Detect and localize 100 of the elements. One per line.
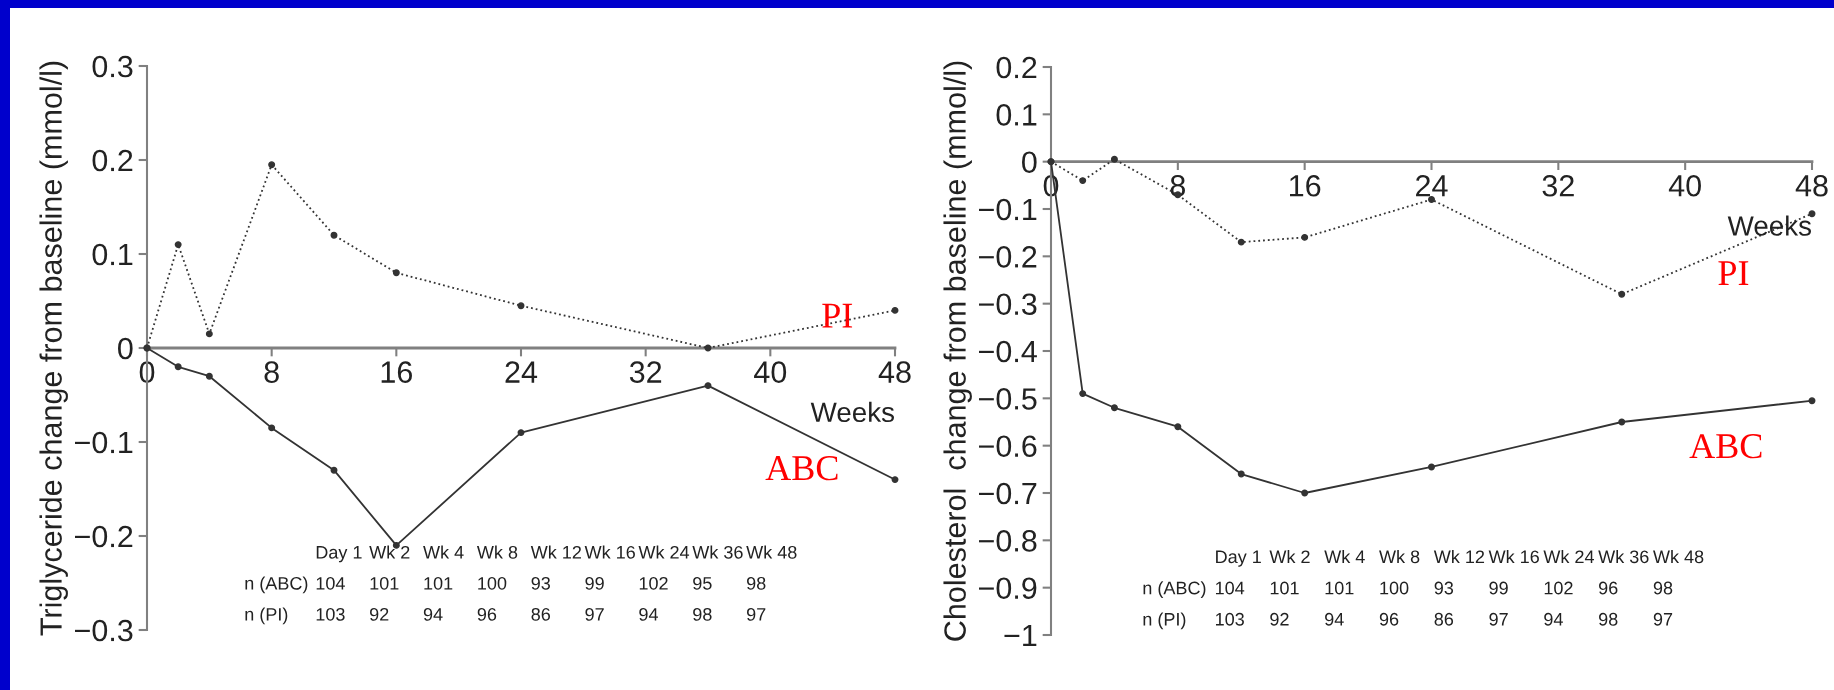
y-axis-title: Triglyceride change from baseline (mmol/l) (39, 61, 68, 636)
annotation: 101 (370, 576, 399, 590)
point (891, 306, 899, 314)
x-axis-title: Weeks (810, 401, 894, 423)
annotation: 99 (585, 576, 604, 590)
annotation: Wk 16 (1488, 549, 1539, 564)
point (174, 363, 182, 371)
annotation: Wk 24 (638, 545, 690, 559)
annotation: n (PI) (1143, 612, 1186, 630)
annotation: 104 (1215, 581, 1245, 595)
annotation: 99 (1489, 581, 1508, 595)
annotation: Wk 36 (1598, 549, 1649, 564)
point (392, 269, 400, 277)
point (517, 302, 525, 310)
y-axis-title: Cholesterol change from baseline (mmol/l) (943, 61, 972, 641)
series-label: ABC (1689, 434, 1762, 459)
x-tick-label: 48 (1795, 174, 1828, 197)
y-tick-label: −0.6 (979, 435, 1037, 458)
y-tick-label: 0.2 (92, 149, 133, 172)
annotation: Wk 12 (1433, 549, 1485, 563)
y-tick-label: −0.4 (979, 340, 1037, 363)
series-label: PI (822, 303, 853, 328)
annotation: n (PI) (245, 607, 288, 625)
y-tick-label: −0.3 (979, 293, 1037, 316)
annotation: Wk 48 (1653, 549, 1704, 564)
y-tick-label: −1 (1004, 625, 1037, 647)
annotation: 98 (693, 607, 712, 621)
annotation: 102 (639, 576, 668, 590)
annotation: 94 (1544, 612, 1563, 626)
annotation: 97 (746, 607, 766, 621)
annotation: 104 (316, 576, 345, 590)
x-tick-label: 32 (629, 361, 662, 383)
annotation: Day 1 (1216, 550, 1261, 567)
annotation: 97 (585, 607, 604, 621)
y-tick-label: −0.1 (979, 198, 1037, 221)
y-tick-label: −0.2 (75, 525, 133, 548)
annotation: 98 (1599, 612, 1618, 626)
annotation: 100 (478, 576, 507, 590)
annotation: 92 (1270, 612, 1289, 626)
series-label: ABC (765, 456, 838, 481)
x-tick-label: 32 (1542, 174, 1574, 197)
annotation: Wk 8 (476, 545, 518, 559)
y-tick-label: −0.2 (979, 246, 1037, 268)
y-tick-label: −0.7 (979, 482, 1037, 505)
annotation: n (ABC) (1143, 581, 1206, 598)
annotation: Wk 12 (530, 545, 581, 559)
point (1237, 238, 1245, 246)
point (1618, 290, 1626, 298)
point (330, 466, 338, 474)
x-tick-label: 24 (1416, 174, 1448, 197)
y-tick-label: −0.3 (75, 619, 133, 642)
point (1428, 463, 1435, 471)
annotation: 101 (1270, 581, 1299, 595)
annotation: 103 (316, 607, 345, 621)
annotation: 86 (531, 607, 551, 621)
x-tick-label: 16 (381, 361, 412, 383)
annotation: 98 (746, 576, 766, 590)
point (330, 231, 338, 239)
point (1301, 489, 1309, 497)
annotation: 97 (1489, 612, 1508, 626)
point (891, 476, 899, 484)
annotation: Wk 4 (423, 545, 464, 559)
annotation: Wk 2 (369, 545, 410, 559)
annotation: Wk 24 (1543, 549, 1595, 563)
annotation: 94 (423, 607, 443, 621)
annotation: 96 (1379, 612, 1399, 626)
annotation: 94 (639, 607, 658, 621)
annotation: Wk 16 (584, 545, 635, 559)
annotation: 96 (477, 607, 497, 621)
point (704, 382, 712, 390)
y-tick-label: −0.5 (979, 388, 1037, 410)
point (1110, 404, 1118, 412)
x-tick-label: 48 (878, 361, 911, 383)
annotation: 93 (531, 576, 551, 590)
point (1110, 155, 1118, 163)
point (268, 424, 276, 432)
point (174, 241, 182, 249)
x-tick-label: 8 (264, 361, 279, 383)
y-tick-label: −0.9 (979, 577, 1037, 600)
point (205, 372, 213, 380)
point (1618, 418, 1626, 426)
y-tick-label: −0.1 (75, 431, 133, 454)
annotation: 103 (1215, 612, 1244, 626)
point (517, 429, 525, 437)
annotation: 98 (1653, 581, 1673, 595)
y-tick-label: −0.8 (979, 530, 1037, 552)
annotation: 93 (1434, 581, 1454, 595)
y-tick-label: 0.3 (92, 55, 133, 78)
annotation: 102 (1544, 581, 1573, 595)
point (1079, 177, 1087, 185)
annotation: 97 (1653, 612, 1673, 626)
y-tick-label: 0.1 (996, 104, 1037, 126)
annotation: Wk 48 (746, 545, 797, 559)
annotation: Wk 2 (1269, 549, 1310, 563)
annotation: 100 (1380, 581, 1409, 595)
x-tick-label: 16 (1290, 174, 1321, 197)
annotation: 92 (370, 607, 389, 621)
x-axis-title: Weeks (1727, 215, 1811, 236)
annotation: Wk 8 (1379, 549, 1420, 564)
point (205, 330, 213, 338)
